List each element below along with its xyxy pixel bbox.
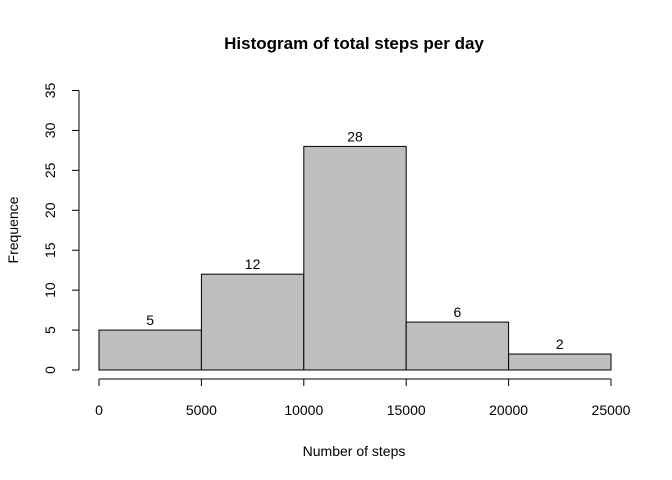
- x-ticks-group: 0 5000 10000 15000 20000 25000: [95, 379, 631, 418]
- bar-data-label: 28: [347, 128, 363, 144]
- x-tick-label: 10000: [284, 402, 323, 418]
- x-tick-label: 0: [95, 402, 103, 418]
- y-tick-label: 0: [42, 366, 58, 374]
- x-tick-label: 20000: [489, 402, 528, 418]
- bar-labels-group: 5 12 28 6 2: [146, 128, 564, 352]
- chart-title: Histogram of total steps per day: [224, 34, 484, 53]
- bar-data-label: 2: [556, 336, 564, 352]
- y-tick-label: 5: [42, 326, 58, 334]
- y-tick-label: 10: [42, 282, 58, 298]
- y-axis-label: Frequence: [5, 196, 21, 263]
- y-tick-label: 25: [42, 162, 58, 178]
- x-tick-label: 25000: [592, 402, 631, 418]
- y-tick-label: 20: [42, 202, 58, 218]
- bars-group: [98, 145, 612, 371]
- y-tick-label: 15: [42, 242, 58, 258]
- histogram-bar: [303, 145, 407, 371]
- histogram-bar: [98, 329, 202, 371]
- histogram-bar: [508, 353, 612, 371]
- bar-data-label: 6: [454, 304, 462, 320]
- y-tick-label: 30: [42, 122, 58, 138]
- bar-data-label: 12: [245, 256, 261, 272]
- x-axis-label: Number of steps: [303, 443, 406, 459]
- bar-data-label: 5: [146, 312, 154, 328]
- y-tick-label: 35: [42, 83, 58, 99]
- y-ticks-group: 0 5 10 15 20 25 30 35: [42, 83, 79, 374]
- histogram-bar: [200, 273, 305, 371]
- x-tick-label: 5000: [186, 402, 217, 418]
- histogram-bar: [405, 321, 510, 371]
- x-tick-label: 15000: [387, 402, 426, 418]
